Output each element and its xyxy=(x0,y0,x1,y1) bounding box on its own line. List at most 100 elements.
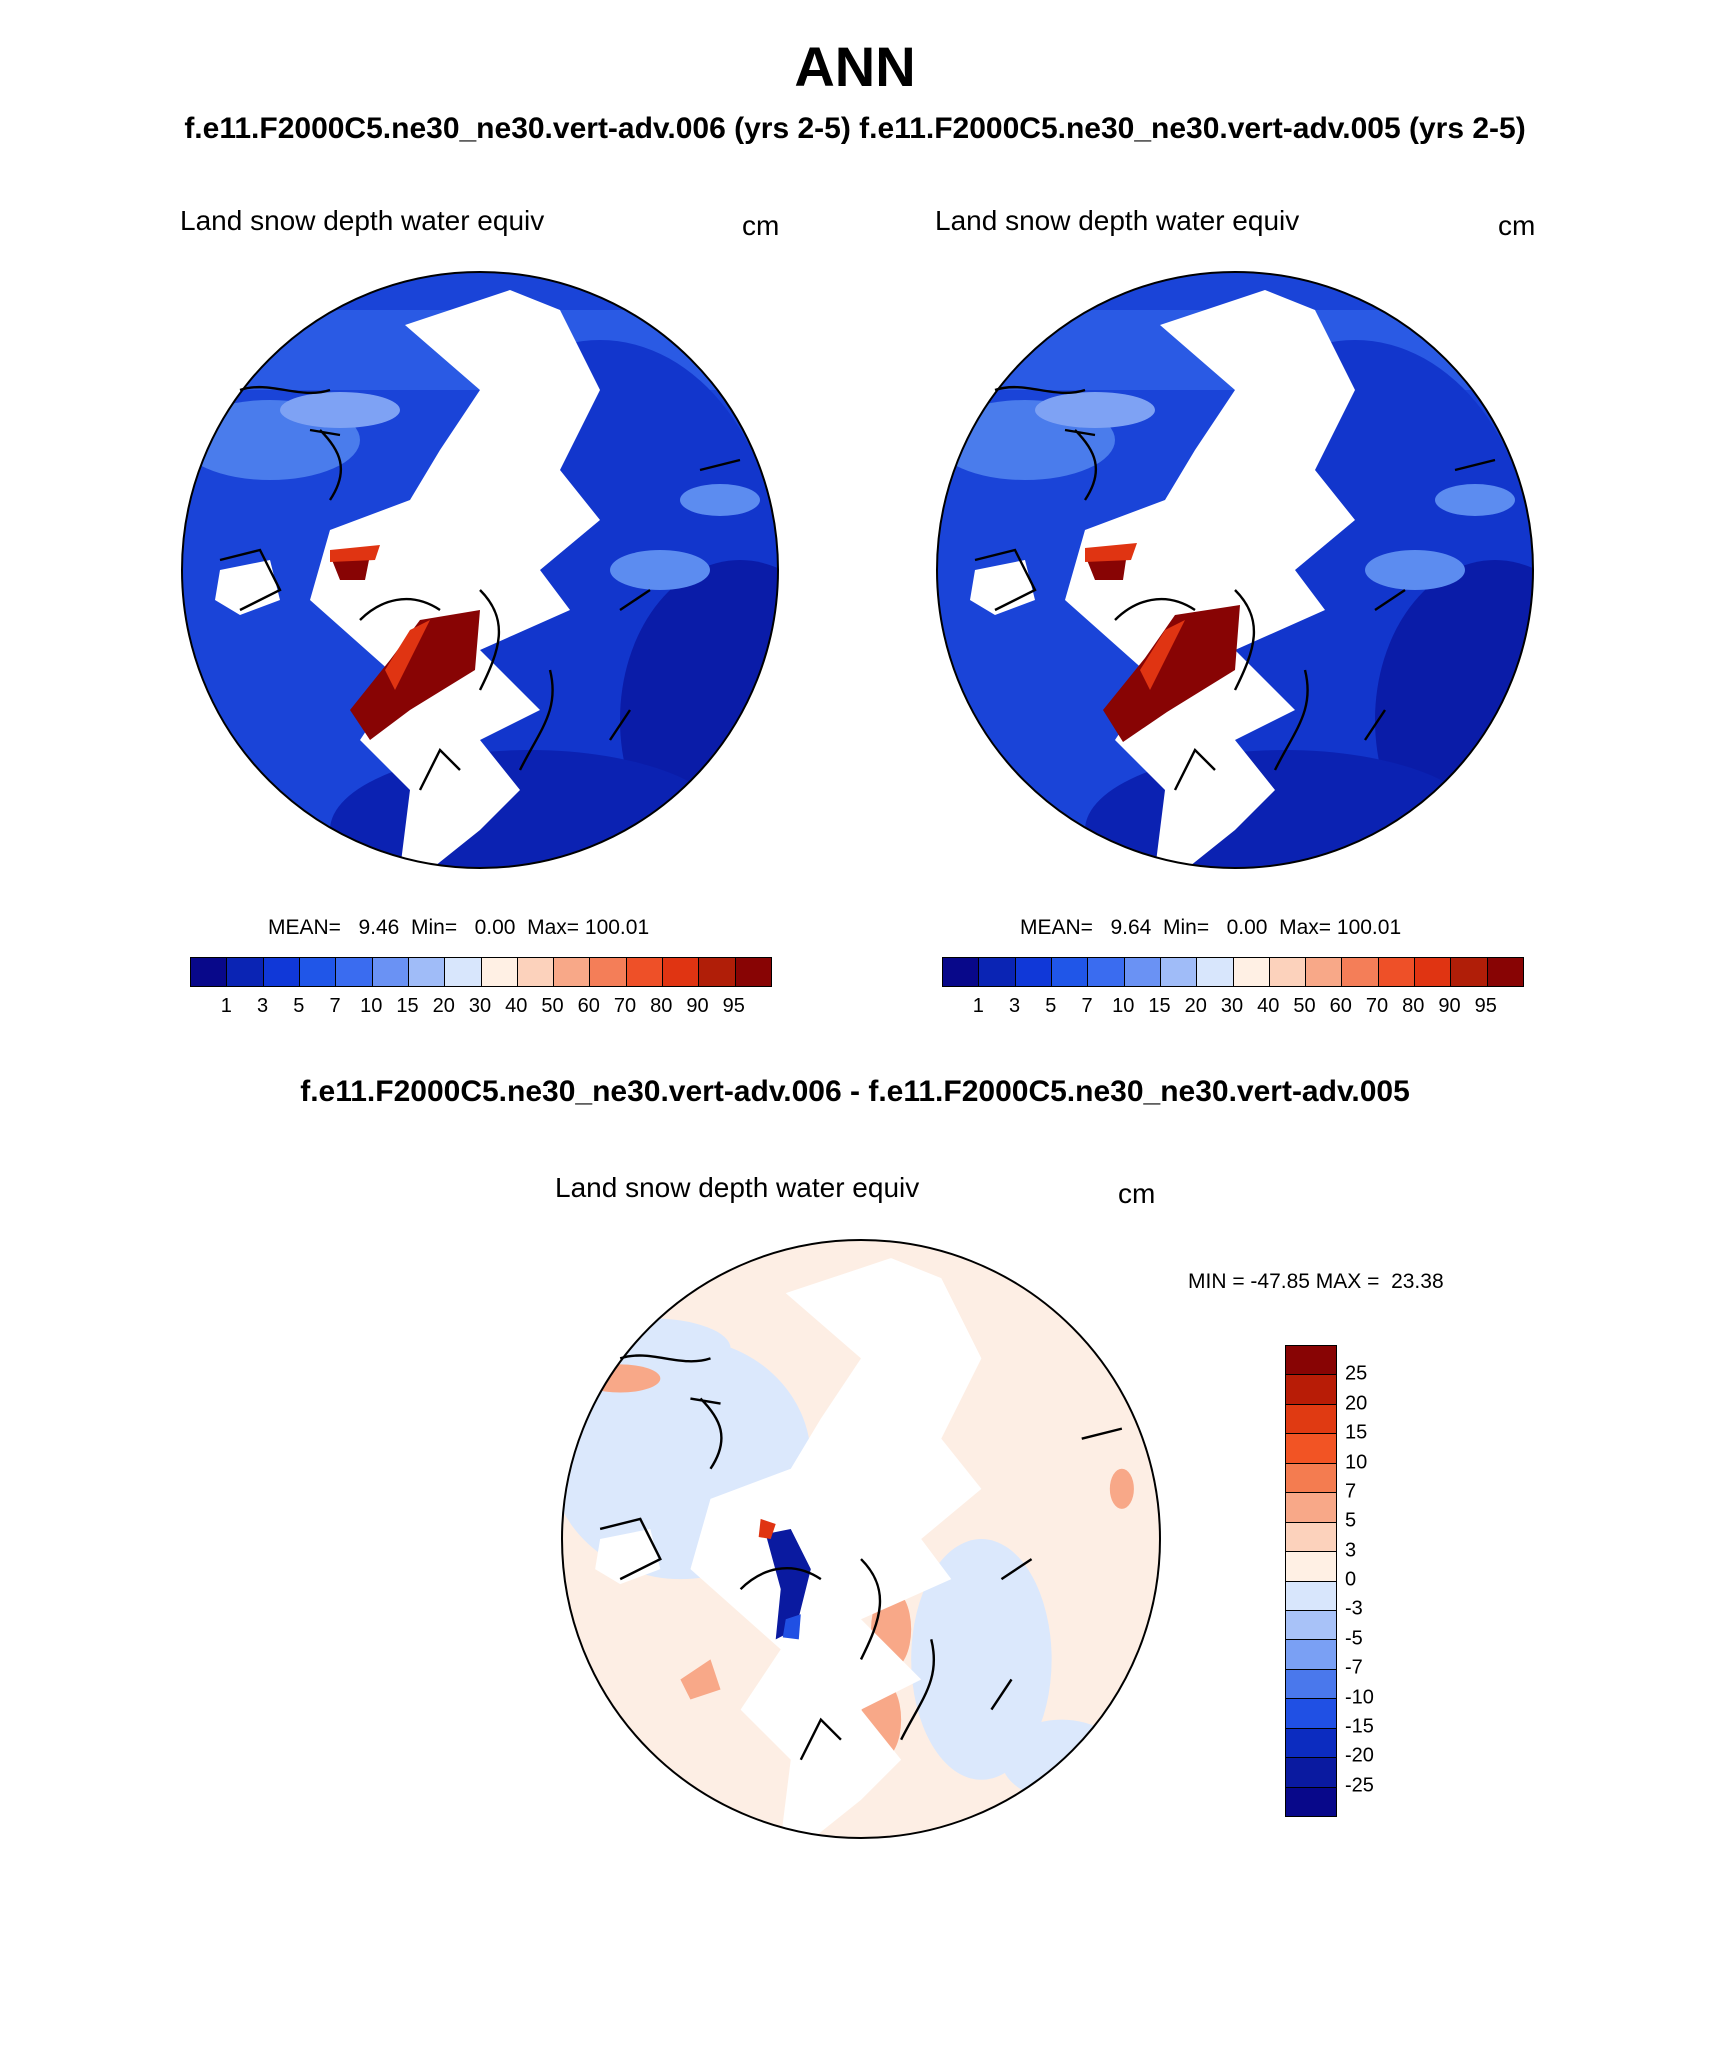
colorbar-swatch xyxy=(1286,1610,1336,1641)
colorbar-swatch xyxy=(554,958,591,986)
colorbar-swatch xyxy=(943,958,980,986)
colorbar-swatch xyxy=(1286,1522,1336,1553)
panel1-colorbar xyxy=(190,957,772,987)
colorbar-tick-label: 20 xyxy=(1184,995,1207,1017)
colorbar-swatch xyxy=(1286,1581,1336,1611)
colorbar-tick-label: -25 xyxy=(1345,1774,1374,1797)
colorbar-swatch xyxy=(663,958,700,986)
colorbar-tick-label: 95 xyxy=(1474,995,1497,1017)
panel2-stats: MEAN= 9.64 Min= 0.00 Max= 100.01 xyxy=(1020,916,1402,939)
colorbar-swatch xyxy=(1286,1434,1336,1464)
colorbar-tick-label: 60 xyxy=(577,995,600,1017)
colorbar-tick-label: 80 xyxy=(1402,995,1425,1017)
colorbar-tick-label: 50 xyxy=(1293,995,1316,1017)
colorbar-tick-label: 25 xyxy=(1345,1362,1368,1385)
colorbar-swatch xyxy=(227,958,264,986)
colorbar-tick-label: 3 xyxy=(1345,1539,1357,1562)
colorbar-swatch xyxy=(1051,958,1089,986)
colorbar-tick-label: -15 xyxy=(1345,1715,1374,1738)
panel1-stats: MEAN= 9.46 Min= 0.00 Max= 100.01 xyxy=(268,916,650,939)
colorbar-swatch xyxy=(1269,958,1307,986)
colorbar-tick-label: -7 xyxy=(1345,1656,1363,1679)
colorbar-tick-label: 1 xyxy=(220,995,232,1017)
colorbar-swatch xyxy=(626,958,664,986)
colorbar-swatch xyxy=(1487,958,1523,986)
colorbar-swatch xyxy=(1015,958,1052,986)
colorbar-tick-label: 10 xyxy=(360,995,383,1017)
colorbar-swatch xyxy=(735,958,771,986)
panel1-polar-map xyxy=(181,271,779,869)
colorbar-swatch xyxy=(1197,958,1234,986)
difference-polar-map xyxy=(561,1239,1161,1839)
difference-units-label: cm xyxy=(1118,1178,1156,1209)
colorbar-tick-label: 0 xyxy=(1345,1568,1357,1591)
colorbar-swatch xyxy=(1286,1758,1336,1788)
colorbar-tick-label: 3 xyxy=(256,995,269,1017)
colorbar-tick-label: 7 xyxy=(1345,1480,1357,1503)
colorbar-swatch xyxy=(1286,1346,1336,1376)
colorbar-tick-label: 15 xyxy=(1345,1421,1368,1444)
colorbar-swatch xyxy=(1415,958,1452,986)
colorbar-tick-label: 5 xyxy=(1045,995,1057,1017)
panel2-variable-label: Land snow depth water equiv xyxy=(935,205,1300,236)
difference-variable-label: Land snow depth water equiv xyxy=(555,1172,920,1203)
colorbar-swatch xyxy=(1286,1699,1336,1729)
colorbar-tick-label: 5 xyxy=(293,995,305,1017)
colorbar-tick-label: 15 xyxy=(1148,995,1171,1017)
difference-title: f.e11.F2000C5.ne30_ne30.vert-adv.006 - f… xyxy=(300,1075,1410,1108)
colorbar-swatch xyxy=(1286,1404,1336,1435)
colorbar-swatch xyxy=(408,958,446,986)
colorbar-tick-label: 70 xyxy=(1365,995,1389,1017)
colorbar-tick-label: 20 xyxy=(1345,1392,1368,1415)
colorbar-tick-label: 30 xyxy=(1220,995,1244,1017)
panel2-polar-map xyxy=(936,271,1534,869)
colorbar-tick-label: -10 xyxy=(1345,1686,1374,1708)
colorbar-swatch xyxy=(372,958,409,986)
colorbar-swatch xyxy=(191,958,228,986)
colorbar-tick-label: 10 xyxy=(1112,995,1135,1017)
colorbar-tick-label: -20 xyxy=(1345,1744,1374,1767)
colorbar-tick-label: 40 xyxy=(505,995,528,1017)
colorbar-swatch xyxy=(1286,1493,1336,1523)
colorbar-swatch xyxy=(1286,1728,1336,1759)
colorbar-tick-label: 1 xyxy=(972,995,984,1017)
colorbar-tick-label: 7 xyxy=(329,995,341,1017)
colorbar-tick-label: 7 xyxy=(1081,995,1093,1017)
colorbar-tick-label: 90 xyxy=(1438,995,1461,1017)
colorbar-swatch xyxy=(1286,1463,1336,1494)
case-header: f.e11.F2000C5.ne30_ne30.vert-adv.006 (yr… xyxy=(184,112,1526,145)
colorbar-swatch xyxy=(1286,1552,1336,1582)
colorbar-tick-label: 70 xyxy=(613,995,637,1017)
colorbar-tick-label: 10 xyxy=(1345,1451,1368,1473)
colorbar-swatch xyxy=(1378,958,1416,986)
colorbar-swatch xyxy=(299,958,337,986)
colorbar-swatch xyxy=(1286,1375,1336,1405)
colorbar-swatch xyxy=(481,958,518,986)
colorbar-tick-label: 3 xyxy=(1008,995,1021,1017)
colorbar-swatch xyxy=(1286,1669,1336,1700)
colorbar-tick-label: 20 xyxy=(432,995,455,1017)
colorbar-swatch xyxy=(590,958,627,986)
colorbar-tick-label: 50 xyxy=(541,995,564,1017)
colorbar-swatch xyxy=(1286,1640,1336,1670)
colorbar-tick-label: 40 xyxy=(1257,995,1280,1017)
colorbar-swatch xyxy=(1342,958,1379,986)
colorbar-tick-label: 60 xyxy=(1329,995,1352,1017)
panel2-units-label: cm xyxy=(1498,210,1536,241)
colorbar-swatch xyxy=(336,958,373,986)
colorbar-swatch xyxy=(1124,958,1161,986)
colorbar-swatch xyxy=(1088,958,1125,986)
colorbar-tick-label: 30 xyxy=(468,995,492,1017)
colorbar-swatch xyxy=(517,958,555,986)
colorbar-tick-label: 90 xyxy=(686,995,709,1017)
colorbar-swatch xyxy=(445,958,482,986)
colorbar-swatch xyxy=(1451,958,1488,986)
panel1-variable-label: Land snow depth water equiv xyxy=(180,205,545,236)
difference-colorbar xyxy=(1285,1345,1337,1817)
panel2-colorbar xyxy=(942,957,1524,987)
difference-stats: MIN = -47.85 MAX = 23.38 xyxy=(1188,1270,1444,1293)
colorbar-swatch xyxy=(1160,958,1198,986)
colorbar-tick-label: 80 xyxy=(650,995,673,1017)
colorbar-swatch xyxy=(699,958,736,986)
panel1-units-label: cm xyxy=(742,210,780,241)
